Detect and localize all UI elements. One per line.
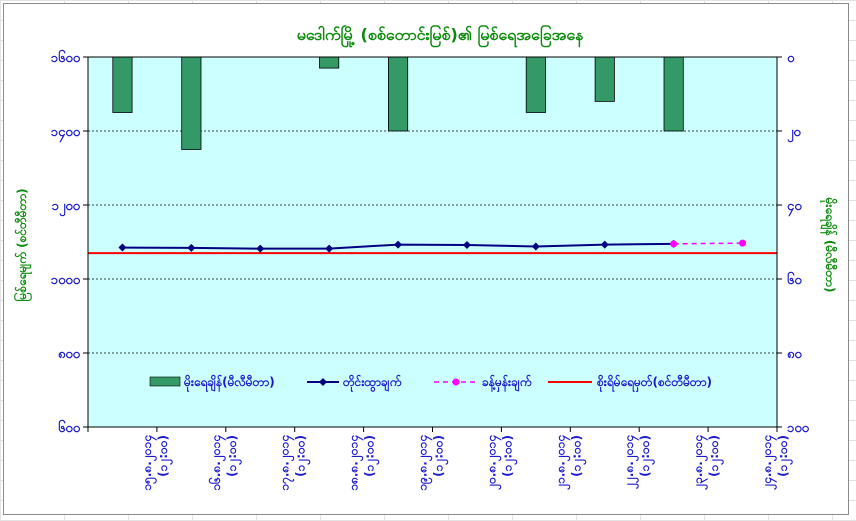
x-tick-label-date: ၂၂.၈.၂၀၁၄ [622,435,640,490]
rainfall-bar [112,56,133,113]
observed-point [462,240,471,249]
x-tick-label-time: (၁၂:၀၀) [569,435,587,477]
x-tick-label: ၁၆.၈.၂၀၁၄ (၁၂:၀၀) [207,435,243,491]
x-tick-label-date: ၂၀.၈.၂၀၁၄ [484,435,502,491]
y-left-tick-label: ၁၆၀၀ [51,49,81,66]
observed-point [325,244,334,253]
x-tick-label: ၂၁.၈.၂၀၁၄ (၁၂:၀၀) [553,435,587,491]
legend-label-forecast: ခန့်မှန်းချက် [482,373,532,393]
x-tick-label-date: ၁၉.၈.၂၀၁၄ [416,435,434,491]
legend-label-rainfall: မိုးရေချိန်(မီလီမီတာ) [183,373,275,393]
x-tick-label: ၁၅.၈.၂၀၁၄ (၁၂:၀၀) [140,435,174,491]
y-left-tick-label: ၈၀၀ [58,347,81,362]
y-left-tick-label: ၆၀၀ [58,419,81,436]
x-tick-label-time: (၁၂:၀၀) [225,435,243,477]
y-left-tick-label: ၁၂၀၀ [52,199,81,217]
y-axis-right-label: မိုးရေချိန် (မီလီမီတာ) [819,197,839,293]
legend-marker-forecast [452,378,460,386]
x-tick-label: ၂၄.၈.၂၀၁၄ (၁၂:၀၀) [760,435,794,491]
observed-point [600,240,609,249]
x-tick-label-time: (၁၂:၀၀) [500,435,518,477]
x-tick-label: ၂၂.၈.၂၀၁၄ (၁၂:၀၀) [622,435,656,490]
x-tick-label-time: (၁၂:၀၀) [363,435,381,477]
observed-point [187,243,196,252]
x-tick-label-date: ၂၃.၈.၂၀၁၄ [691,435,709,491]
y-right-tick-label: ၈၀ [787,347,802,362]
x-tick-label-time: (၁၂:၀၀) [638,435,656,477]
x-tick-label-time: (၁၂:၀၀) [707,435,725,477]
x-tick-label-date: ၂၁.၈.၂၀၁၄ [553,435,571,491]
y-right-tick-label: ၂၀ [787,125,801,143]
rainfall-bar [594,56,615,102]
forecast-line [673,242,743,245]
plot-area [88,57,777,427]
observed-point [531,242,540,251]
chart-title: မဒေါက်မြို့ (စစ်တောင်းမြစ်)၏ မြစ်ရေအခြေအ… [297,24,584,48]
y-right-tick-label: ၁၀၀ [787,421,810,436]
x-tick-label-time: (၁၂:၀၀) [776,435,794,477]
x-tick-label-time: (၁၂:၀၀) [432,435,450,477]
x-tick-label-date: ၁၈.၈.၂၀၁၄ [347,435,365,491]
observed-point [118,243,127,252]
x-tick-label: ၂၀.၈.၂၀၁၄ (၁၂:၀၀) [484,435,518,491]
y-axis-left-label: မြစ်ရေမျက် (စင်တီမီတာ) [12,188,33,301]
rainfall-bar [388,56,409,132]
y-right-tick-label: ၀ [787,51,795,66]
y-left-tick-label: ၁၀၀၀ [51,273,81,288]
legend-marker-observed [319,378,327,386]
x-tick-label-time: (၁၂:၀၀) [156,435,174,477]
y-left-tick-label: ၁၄၀၀ [51,125,81,143]
forecast-point [670,240,678,248]
x-tick-label-time: (၁၂:၀၀) [294,435,312,477]
rainfall-bar [663,56,684,132]
x-tick-label-date: ၁၆.၈.၂၀၁၄ [207,435,227,491]
legend-swatch-rainfall [149,376,181,387]
x-tick-label-date: ၂၄.၈.၂၀၁၄ [760,435,778,491]
legend-label-observed: တိုင်းထွာချက် [342,373,402,393]
x-tick-label-date: ၁၅.၈.၂၀၁၄ [140,435,158,491]
rainfall-bar [319,56,340,69]
forecast-point [739,239,747,247]
x-tick-label: ၁၈.၈.၂၀၁၄ (၁၂:၀၀) [347,435,381,491]
x-tick-label-date: ၁၇.၈.၂၀၁၄ [278,435,296,491]
x-tick-label: ၂၃.၈.၂၀၁၄ (၁၂:၀၀) [691,435,725,491]
y-right-tick-label: ၄၀ [787,199,802,217]
legend-label-danger: စိုးရိမ်ရေမှတ်(စင်တီမီတာ) [596,373,712,393]
rainfall-bar [181,56,202,150]
x-tick-label: ၁၉.၈.၂၀၁၄ (၁၂:၀၀) [416,435,450,491]
observed-point [256,244,265,253]
x-tick-label: ၁၇.၈.၂၀၁၄ (၁၂:၀၀) [278,435,312,491]
observed-point [394,240,403,249]
y-right-tick-label: ၆၀ [787,271,802,288]
rainfall-bar [525,56,546,113]
